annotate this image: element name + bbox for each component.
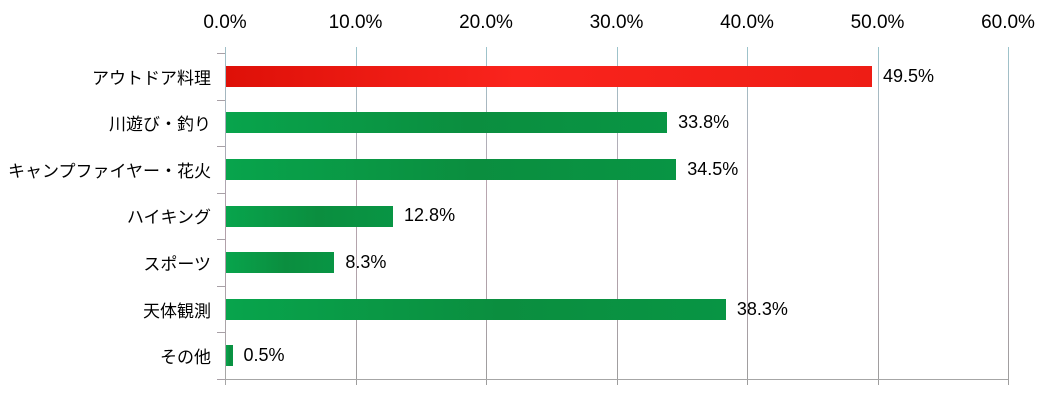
- x-axis-tick-label: 40.0%: [720, 12, 774, 33]
- value-label: 49.5%: [882, 65, 935, 86]
- gridline: [486, 47, 487, 385]
- category-label: スポーツ: [143, 255, 211, 275]
- gridline: [877, 47, 879, 385]
- x-axis-tick-label: 30.0%: [589, 12, 644, 33]
- category-axis-tick: [217, 53, 225, 54]
- bar: [226, 205, 394, 227]
- category-axis-tick: [217, 99, 225, 101]
- category-axis-tick: [217, 192, 225, 194]
- plot-bottom-border: [225, 379, 1008, 380]
- gridline: [616, 47, 618, 385]
- category-label: 川遊び・釣り: [109, 115, 211, 135]
- value-label: 12.8%: [404, 205, 456, 226]
- category-label: アウトドア料理: [92, 68, 211, 88]
- bar: [226, 158, 677, 180]
- value-label: 33.8%: [678, 112, 730, 133]
- bar: [226, 112, 668, 134]
- value-label: 0.5%: [243, 345, 285, 366]
- bar: [226, 252, 335, 274]
- category-axis-tick: [217, 332, 225, 334]
- gridline: [747, 47, 748, 385]
- bar: [226, 298, 726, 320]
- category-axis-tick: [217, 379, 225, 380]
- bar: [226, 345, 233, 367]
- gridline: [1008, 47, 1009, 385]
- x-axis-tick-label: 10.0%: [328, 12, 383, 33]
- category-label: キャンプファイヤー・花火: [8, 161, 211, 181]
- x-axis-tick-label: 60.0%: [981, 12, 1035, 33]
- x-axis-tick-label: 20.0%: [459, 12, 513, 33]
- x-axis-tick-label: 0.0%: [203, 12, 247, 33]
- value-label: 8.3%: [345, 252, 387, 273]
- category-axis-line: [225, 47, 226, 385]
- bar-highlighted: [226, 65, 872, 87]
- category-label: その他: [160, 348, 211, 368]
- category-axis-tick: [217, 146, 225, 148]
- category-label: ハイキング: [126, 208, 211, 228]
- value-label: 34.5%: [687, 158, 739, 179]
- category-axis-tick: [217, 285, 225, 287]
- category-label: 天体観測: [143, 301, 211, 321]
- x-axis-tick-label: 50.0%: [850, 12, 905, 33]
- value-label: 38.3%: [736, 298, 788, 319]
- category-axis-tick: [217, 239, 225, 241]
